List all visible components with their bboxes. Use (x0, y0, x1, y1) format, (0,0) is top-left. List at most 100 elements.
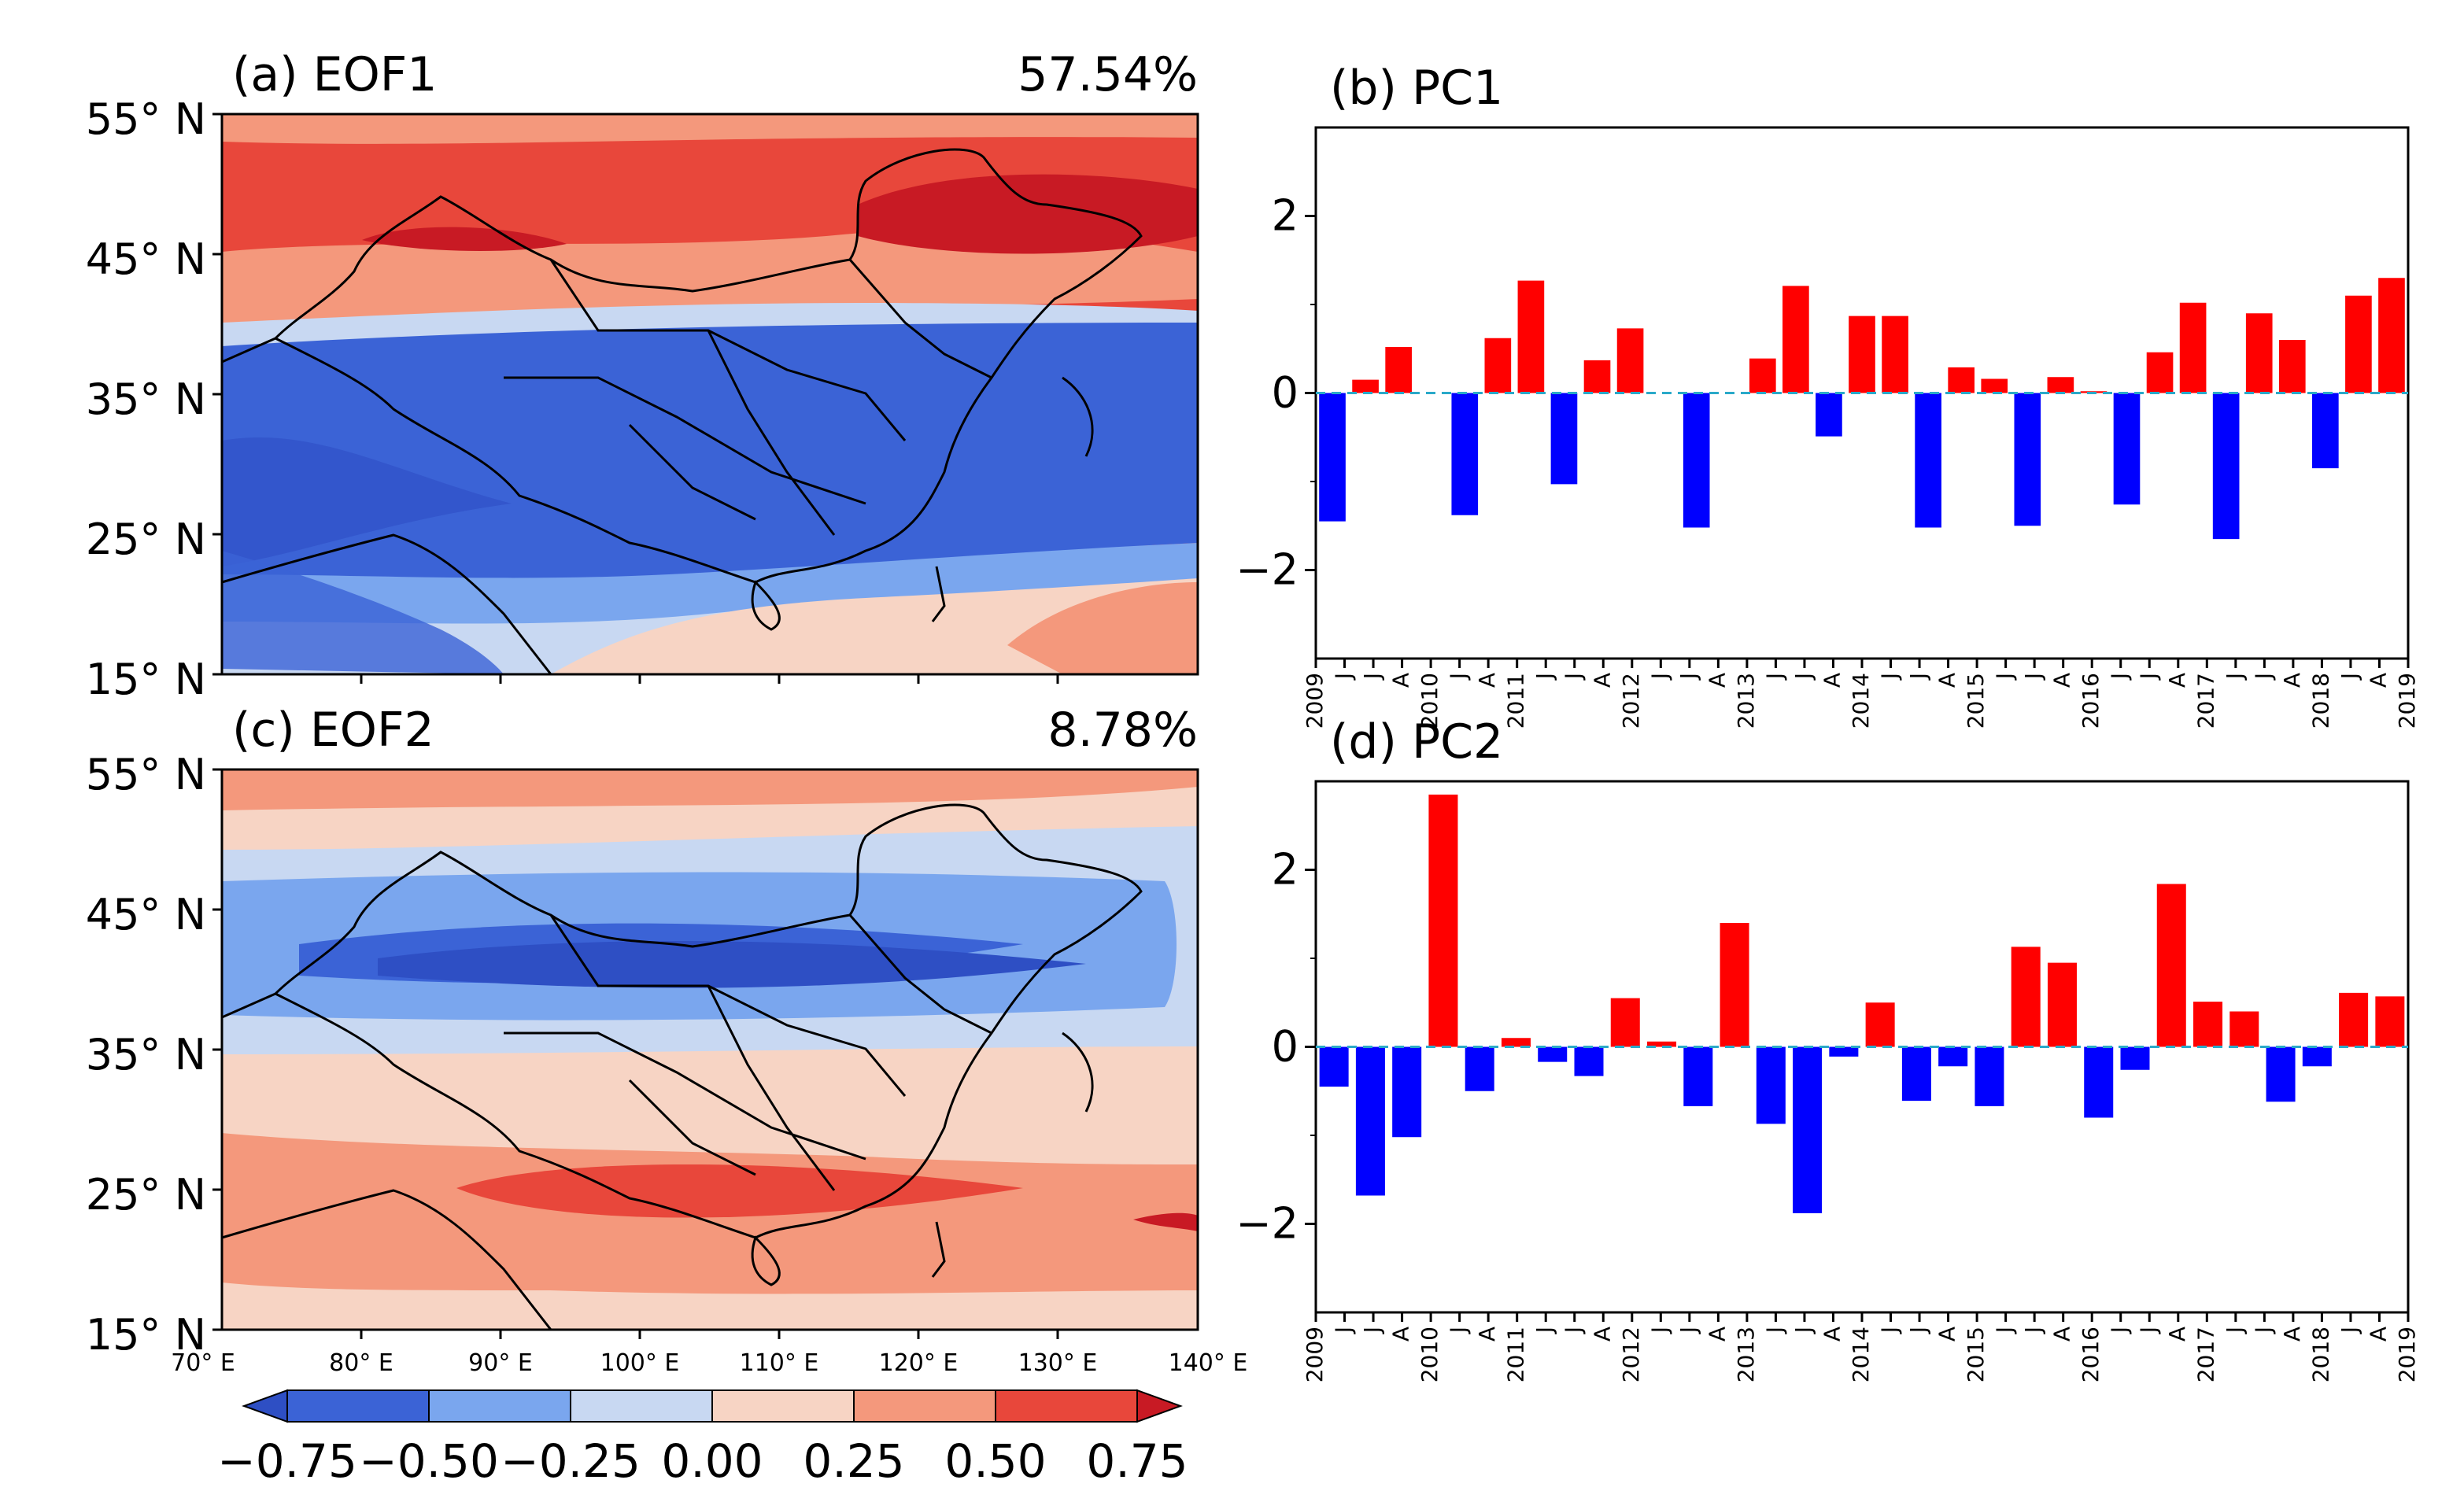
x-tick-label: A (1589, 1327, 1615, 1341)
lon-label: 110° E (740, 1349, 819, 1377)
panel-b-title: (b) PC1 (1330, 61, 1503, 116)
panel-c-lat-label: 35° N (86, 1030, 206, 1079)
bar (1517, 280, 1545, 393)
bar (1816, 393, 1842, 437)
colorbar-label: 0.00 (661, 1434, 763, 1488)
panel-a-lat-label: 45° N (86, 234, 206, 284)
bar (2179, 302, 2207, 393)
x-tick-label: J (1905, 1327, 1931, 1334)
lon-label: 80° E (329, 1349, 393, 1377)
bar (1975, 1046, 2004, 1106)
y-tick-label: 2 (1272, 845, 1298, 895)
bar (1683, 393, 1710, 528)
x-tick-label: A (1474, 1327, 1500, 1341)
bar (1538, 1046, 1568, 1062)
x-tick-label: A (2049, 1327, 2075, 1341)
x-tick-label: J (2107, 673, 2133, 681)
x-tick-label: A (1819, 1327, 1845, 1341)
lon-label: 130° E (1018, 1349, 1098, 1377)
bar (1385, 347, 1412, 393)
panel-c-lat-label: 45° N (86, 890, 206, 939)
eof2-boundaries (222, 803, 1143, 1330)
bar (1465, 1046, 1494, 1091)
x-tick-label: J (1561, 1327, 1587, 1334)
x-tick-label: A (1388, 1327, 1414, 1341)
lon-label: 70° E (171, 1349, 235, 1377)
x-tick-label: 2010 (1417, 1327, 1443, 1382)
x-tick-label: J (1446, 673, 1472, 681)
x-tick-label: 2019 (2394, 1327, 2420, 1382)
panel-c-lat-label: 55° N (86, 750, 206, 799)
bar (2302, 1046, 2332, 1067)
lon-label: 100° E (600, 1349, 680, 1377)
bar (1550, 393, 1578, 485)
x-tick-label: 2016 (2078, 673, 2104, 729)
bar (1683, 1046, 1713, 1106)
bar (1901, 1046, 1931, 1102)
x-tick-label: A (2164, 673, 2190, 688)
x-tick-label: J (1992, 673, 2018, 681)
bar (2339, 992, 2369, 1047)
panel-a-lat-label: 35° N (86, 375, 206, 424)
panel-c-lat-label: 15° N (86, 1310, 206, 1360)
bar (1948, 367, 1975, 393)
bar (1981, 378, 2008, 393)
panel-c-lon-axis: 70° E 80° E 90° E 100° E 110° E 120° E 1… (171, 1349, 1247, 1377)
bar (1355, 1046, 1385, 1196)
bar (2120, 1046, 2150, 1070)
x-tick-label: J (1446, 1327, 1472, 1334)
x-tick-label: A (1474, 673, 1500, 688)
bar (2229, 1011, 2259, 1047)
x-tick-label: J (1531, 1327, 1557, 1334)
y-tick-label: 2 (1272, 191, 1298, 241)
x-tick-label: 2009 (1302, 1327, 1328, 1382)
y-tick-label: 0 (1272, 1022, 1298, 1072)
eof1-boundaries (222, 148, 1143, 674)
x-tick-label: 2019 (2394, 673, 2420, 729)
bar (2047, 377, 2074, 393)
x-tick-label: J (1761, 673, 1787, 681)
bar (1484, 338, 1512, 393)
colorbar-under-arrow (242, 1389, 288, 1423)
x-tick-label: 2009 (1302, 673, 1328, 729)
x-tick-label: J (1675, 673, 1701, 681)
bar (1938, 1046, 1968, 1067)
colorbar-label: 0.25 (803, 1434, 904, 1488)
bar (1882, 316, 1908, 393)
x-tick-label: J (2135, 673, 2161, 681)
x-tick-label: J (1331, 1327, 1357, 1334)
x-tick-label: J (1646, 1327, 1672, 1334)
x-tick-label: J (1561, 673, 1587, 681)
lon-label: 140° E (1169, 1349, 1248, 1377)
x-tick-label: J (2020, 1327, 2046, 1334)
x-tick-label: 2015 (1963, 1327, 1989, 1382)
x-tick-label: J (1790, 1327, 1816, 1334)
x-tick-label: A (2365, 673, 2391, 688)
bar (1583, 360, 1611, 393)
bar (2375, 996, 2405, 1047)
bar (2011, 947, 2041, 1047)
y-tick-label: −2 (1236, 545, 1298, 595)
bar (2047, 962, 2077, 1047)
eof1-contour-field (222, 114, 1198, 674)
bar (1782, 286, 1809, 393)
x-tick-label: 2011 (1503, 673, 1529, 729)
x-tick-label: 2014 (1848, 1327, 1874, 1382)
x-tick-label: J (2020, 673, 2046, 681)
bar (2014, 393, 2041, 526)
colorbar-swatch (286, 1389, 430, 1423)
x-tick-label: 2014 (1848, 673, 1874, 729)
colorbar-swatch (853, 1389, 996, 1423)
x-tick-label: 2012 (1618, 1327, 1644, 1382)
x-tick-label: 2015 (1963, 673, 1989, 729)
x-tick-label: J (1877, 673, 1903, 681)
x-tick-label: J (2337, 673, 2362, 681)
x-tick-label: J (2135, 1327, 2161, 1334)
x-tick-label: 2018 (2307, 1327, 2333, 1382)
bar (2156, 884, 2186, 1047)
bar (2312, 393, 2339, 469)
colorbar-swatch (428, 1389, 571, 1423)
panel-c-percent: 8.78% (1047, 703, 1198, 758)
bar (1352, 379, 1379, 393)
